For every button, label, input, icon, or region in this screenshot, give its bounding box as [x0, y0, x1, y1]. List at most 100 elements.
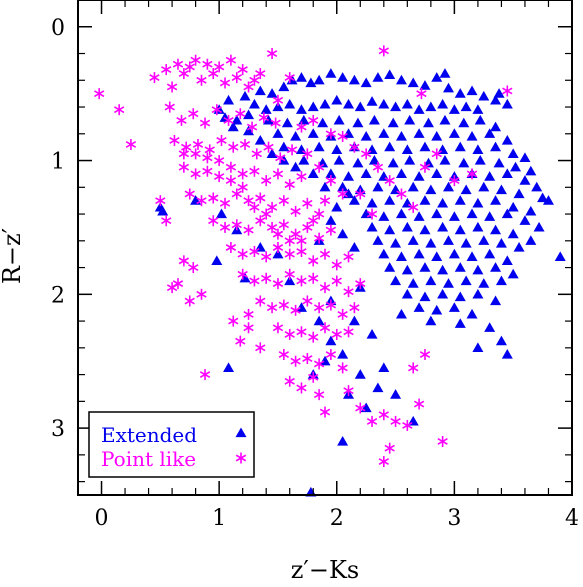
data-point-point-like — [213, 171, 225, 183]
data-point-extended — [490, 94, 502, 105]
data-point-point-like — [266, 48, 278, 60]
legend-box — [88, 411, 255, 478]
data-point-point-like — [278, 349, 289, 361]
data-point-extended — [431, 304, 443, 315]
data-point-extended — [431, 208, 443, 219]
data-point-point-like — [161, 215, 172, 227]
data-point-extended — [490, 195, 502, 205]
data-point-point-like — [302, 197, 313, 209]
data-point-extended — [501, 255, 513, 266]
data-point-point-like — [449, 175, 460, 187]
data-point-point-like — [366, 208, 378, 220]
data-point-extended — [554, 251, 566, 261]
data-point-point-like — [284, 235, 295, 247]
y-tick-label: 1 — [51, 150, 65, 175]
data-point-extended — [495, 237, 507, 248]
data-point-point-like — [319, 282, 331, 294]
data-point-extended — [425, 237, 437, 248]
data-point-point-like — [302, 221, 313, 233]
data-point-extended — [466, 251, 478, 261]
data-point-extended — [243, 109, 255, 120]
data-point-extended — [384, 224, 396, 235]
data-point-point-like — [223, 114, 234, 126]
x-tick-label: 1 — [212, 506, 226, 531]
data-point-extended — [501, 134, 513, 145]
data-point-point-like — [331, 259, 342, 271]
data-point-point-like — [308, 371, 319, 383]
data-point-point-like — [249, 165, 260, 177]
data-point-point-like — [196, 288, 207, 300]
data-point-point-like — [349, 302, 360, 314]
data-point-extended — [437, 221, 449, 232]
data-point-point-like — [308, 331, 319, 343]
data-point-extended — [254, 85, 266, 96]
data-point-point-like — [361, 148, 372, 160]
legend-marker-extended — [235, 427, 247, 438]
data-point-point-like — [296, 275, 307, 287]
data-point-extended — [317, 117, 329, 128]
data-point-point-like — [243, 81, 254, 93]
data-point-point-like — [296, 382, 307, 394]
data-point-point-like — [325, 224, 337, 236]
data-point-point-like — [266, 221, 278, 233]
data-point-point-like — [261, 251, 272, 263]
data-point-extended — [501, 208, 513, 219]
data-point-point-like — [290, 205, 301, 217]
data-point-point-like — [343, 286, 354, 298]
data-point-extended — [401, 221, 413, 232]
data-point-point-like — [228, 315, 239, 327]
data-point-extended — [460, 101, 472, 112]
data-point-point-like — [243, 308, 254, 320]
data-point-extended — [404, 114, 416, 125]
data-point-extended — [227, 121, 239, 132]
data-point-extended — [419, 224, 431, 235]
data-point-point-like — [202, 165, 213, 177]
data-point-extended — [360, 77, 372, 88]
data-point-extended — [513, 242, 525, 252]
data-point-point-like — [208, 68, 219, 80]
data-point-extended — [372, 181, 384, 192]
data-point-extended — [331, 201, 343, 212]
data-point-point-like — [319, 406, 331, 418]
data-point-point-like — [278, 219, 289, 231]
data-point-point-like — [272, 228, 284, 240]
data-point-extended — [448, 248, 460, 259]
data-point-point-like — [261, 272, 272, 284]
data-point-point-like — [255, 295, 266, 307]
data-point-extended — [395, 168, 407, 179]
data-point-point-like — [325, 175, 337, 187]
data-point-extended — [443, 235, 454, 245]
data-point-extended — [401, 98, 413, 109]
data-point-extended — [395, 308, 407, 319]
data-point-point-like — [237, 64, 248, 76]
data-point-extended — [239, 272, 251, 283]
data-point-point-like — [249, 246, 260, 258]
legend-label-extended: Extended — [101, 423, 197, 447]
data-point-extended — [407, 278, 419, 288]
data-point-point-like — [184, 61, 195, 73]
data-point-extended — [437, 98, 449, 109]
data-point-point-like — [313, 389, 325, 401]
data-point-point-like — [284, 248, 295, 260]
data-point-extended — [437, 197, 449, 208]
data-point-extended — [404, 155, 416, 165]
data-point-extended — [295, 104, 307, 114]
data-point-extended — [425, 184, 437, 195]
data-point-extended — [474, 155, 486, 165]
data-point-point-like — [284, 375, 295, 387]
data-point-extended — [337, 181, 349, 192]
data-point-extended — [448, 211, 460, 221]
data-point-extended — [401, 288, 413, 299]
data-point-point-like — [266, 201, 278, 213]
data-point-extended — [448, 128, 460, 138]
data-point-point-like — [355, 402, 366, 414]
data-point-extended — [472, 288, 484, 299]
data-point-extended — [484, 128, 496, 138]
data-point-point-like — [313, 302, 325, 314]
data-point-extended — [390, 389, 402, 399]
data-point-point-like — [302, 353, 313, 365]
data-point-extended — [484, 248, 496, 259]
data-point-extended — [319, 181, 331, 192]
data-point-extended — [425, 275, 437, 286]
